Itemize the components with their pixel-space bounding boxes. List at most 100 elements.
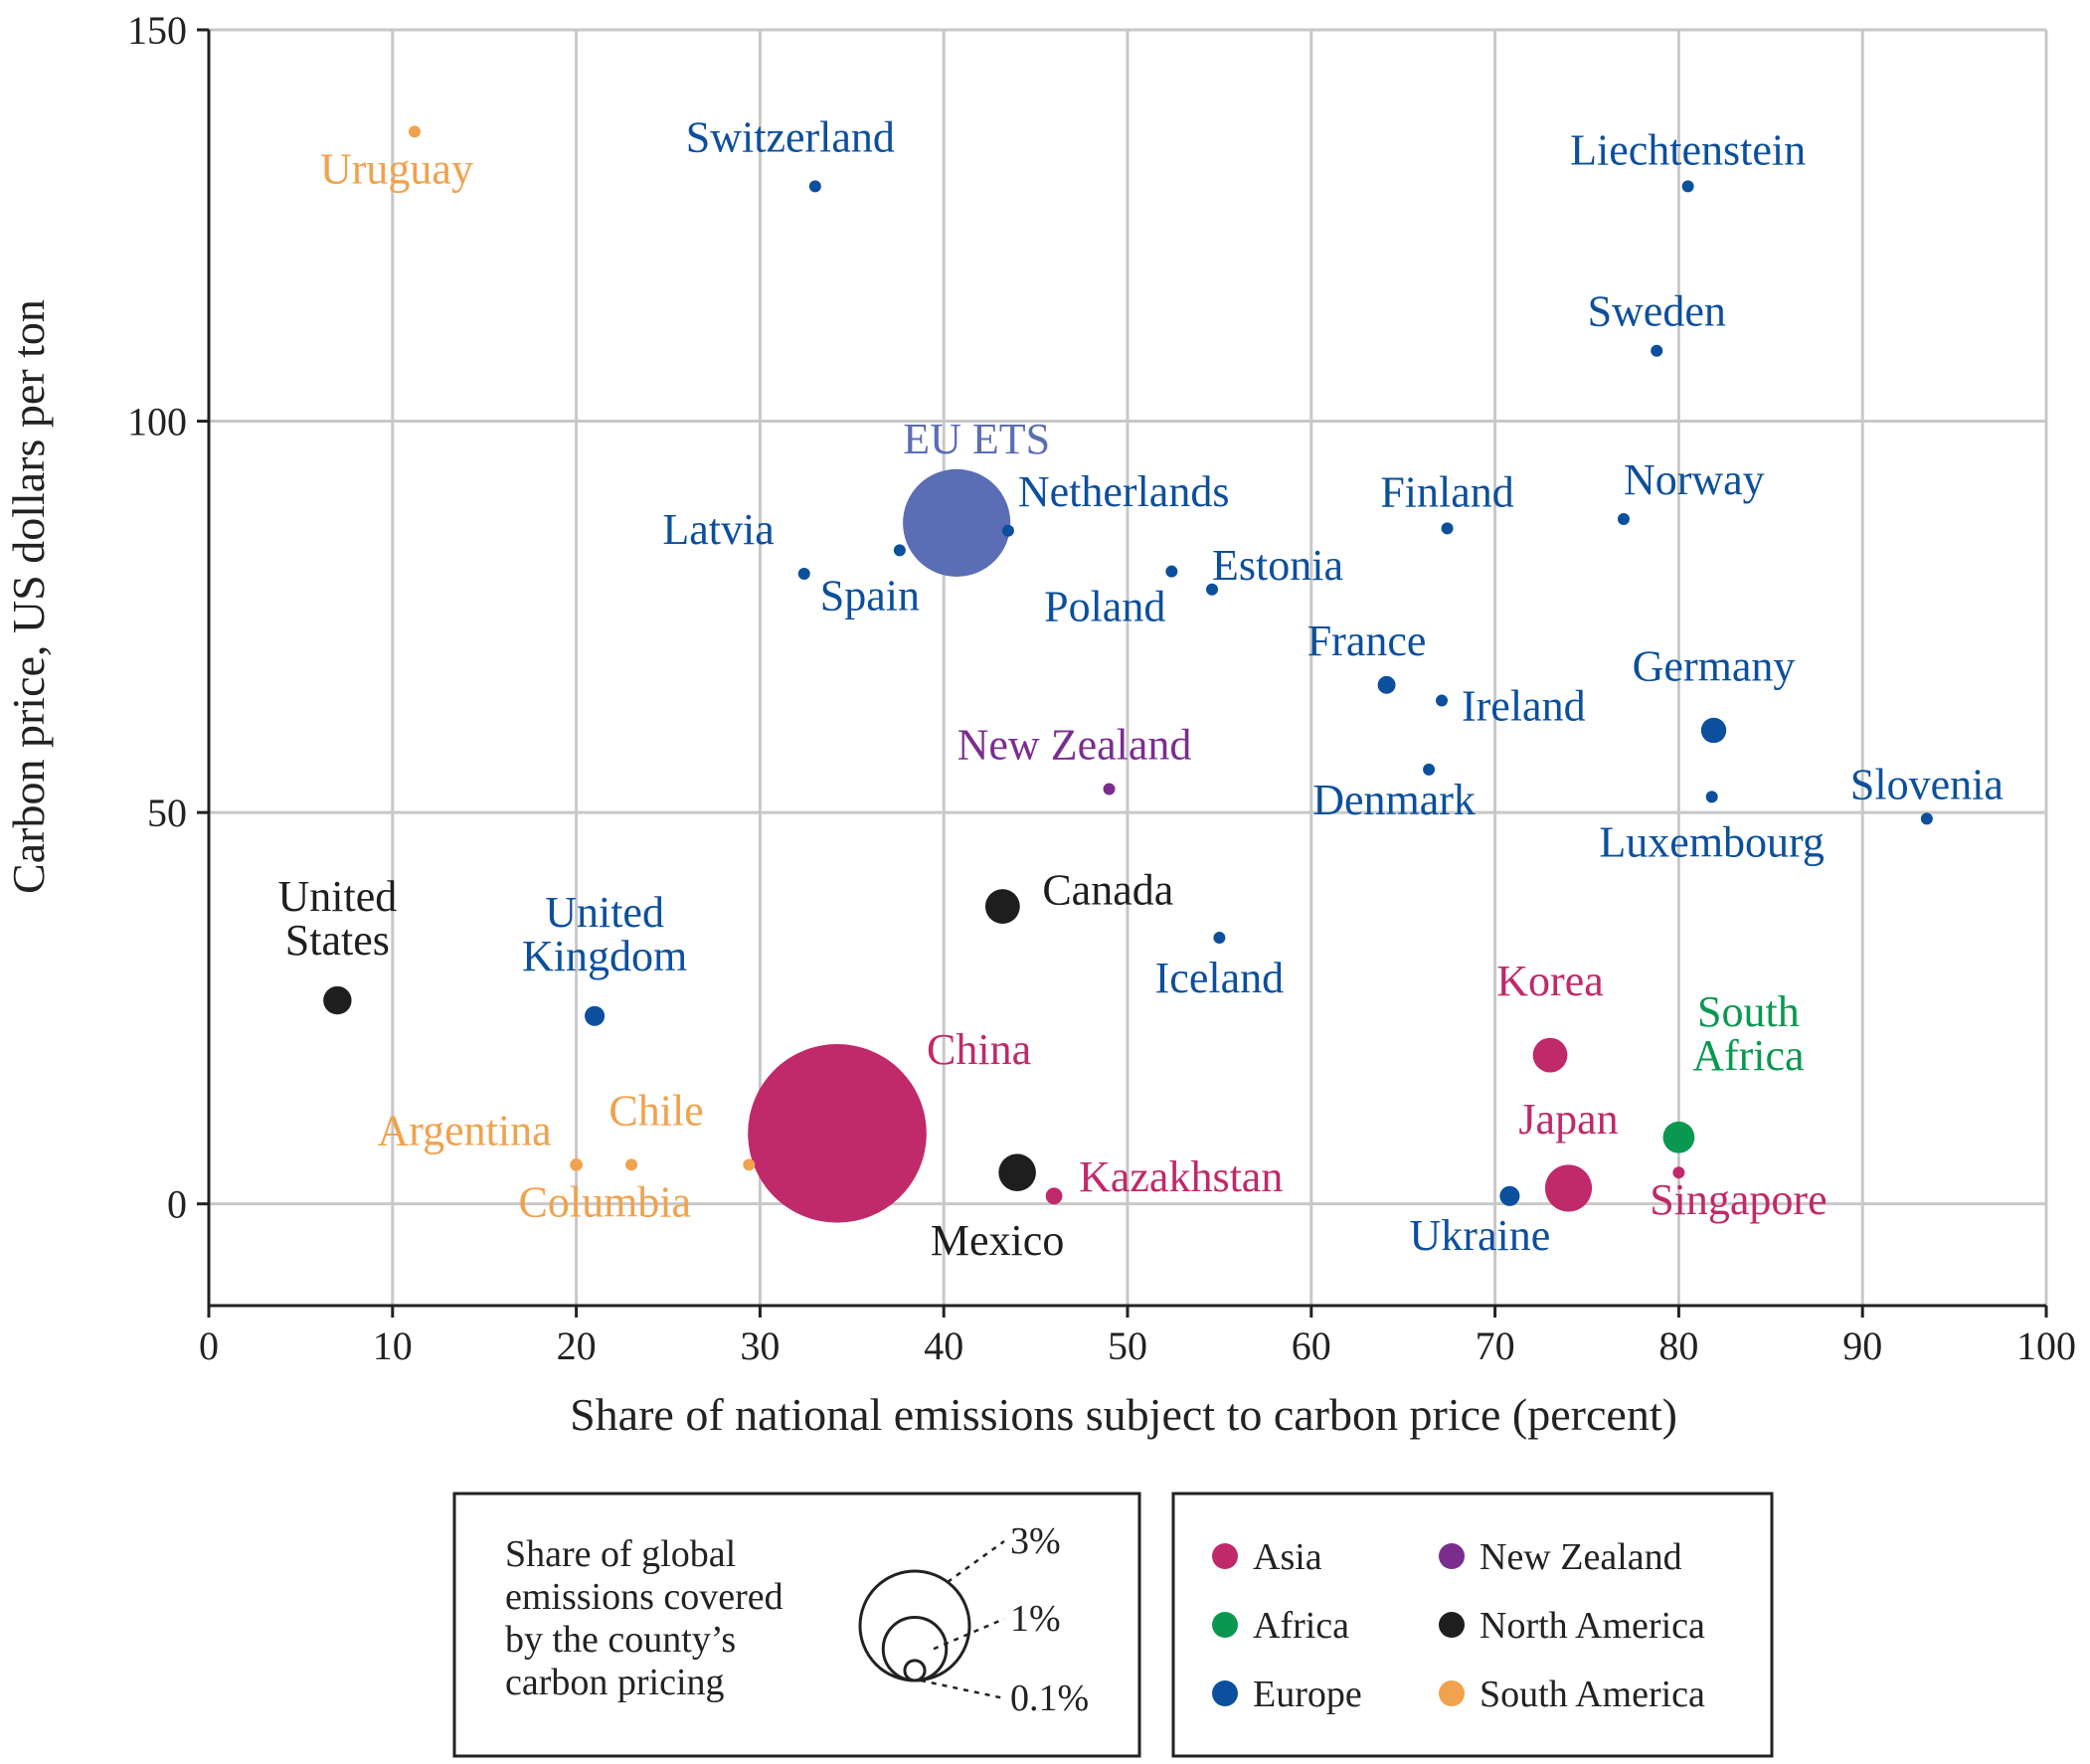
- label-estonia: Estonia: [1212, 541, 1343, 590]
- x-tick-label: 80: [1658, 1323, 1698, 1368]
- color-legend-label: Africa: [1253, 1605, 1349, 1647]
- point-canada: [984, 889, 1020, 924]
- color-legend-label: North America: [1480, 1605, 1705, 1647]
- point-germany: [1700, 717, 1727, 744]
- point-luxembourg: [1705, 791, 1718, 803]
- y-axis-title: Carbon price, US dollars per ton: [3, 299, 54, 894]
- point-ukraine: [1499, 1185, 1520, 1206]
- label-luxembourg: Luxembourg: [1599, 817, 1825, 866]
- point-kazakhstan: [1045, 1187, 1063, 1205]
- grid: [209, 28, 2048, 1306]
- label-south-africa: South Africa: [1692, 987, 1804, 1080]
- point-ireland: [1436, 694, 1449, 707]
- label-latvia: Latvia: [662, 505, 774, 554]
- y-tick-label: 0: [167, 1182, 187, 1227]
- x-tick-label: 0: [199, 1323, 219, 1368]
- point-finland: [1441, 522, 1454, 535]
- label-norway: Norway: [1624, 455, 1765, 504]
- point-united-states: [323, 985, 352, 1015]
- label-germany: Germany: [1633, 641, 1796, 690]
- x-tick-label: 50: [1108, 1323, 1147, 1368]
- label-mexico: Mexico: [931, 1216, 1064, 1265]
- point-singapore: [1672, 1166, 1685, 1179]
- point-japan: [1544, 1164, 1593, 1212]
- point-china: [748, 1044, 927, 1223]
- x-tick-label: 60: [1292, 1323, 1331, 1368]
- point-netherlands: [1001, 524, 1014, 537]
- point-united-kingdom: [585, 1005, 606, 1026]
- label-columbia: Columbia: [519, 1177, 692, 1226]
- size-legend-title-line: emissions covered: [505, 1576, 784, 1618]
- label-switzerland: Switzerland: [686, 112, 895, 161]
- size-legend-leader: [947, 1539, 1005, 1584]
- x-tick-label: 30: [740, 1323, 780, 1368]
- label-uruguay: Uruguay: [320, 144, 473, 193]
- color-legend-label: New Zealand: [1480, 1536, 1682, 1578]
- point-sweden: [1651, 344, 1663, 357]
- color-legend-swatch: [1439, 1680, 1465, 1706]
- color-legend-box: [1171, 1492, 1774, 1758]
- color-legend-swatch: [1212, 1543, 1238, 1569]
- label-ireland: Ireland: [1462, 682, 1586, 731]
- label-united-states: United States: [277, 872, 397, 965]
- x-tick-label: 20: [557, 1323, 597, 1368]
- point-korea: [1532, 1037, 1568, 1073]
- size-legend-title-line: by the county’s: [505, 1619, 736, 1661]
- point-france: [1377, 675, 1396, 694]
- color-legend-label: South America: [1480, 1674, 1705, 1715]
- label-argentina: Argentina: [377, 1106, 551, 1154]
- size-legend-title-line: carbon pricing: [505, 1662, 725, 1703]
- point-eu-ets: [903, 468, 1011, 577]
- size-legend-circle: [858, 1569, 971, 1682]
- x-axis-title: Share of national emissions subject to c…: [570, 1389, 1677, 1440]
- label-liechtenstein: Liechtenstein: [1570, 125, 1806, 174]
- color-legend-swatch: [1212, 1680, 1238, 1706]
- label-canada: Canada: [1042, 866, 1173, 915]
- point-mexico: [998, 1153, 1036, 1191]
- label-eu-ets: EU ETS: [903, 415, 1050, 463]
- point-argentina: [570, 1157, 583, 1171]
- label-spain: Spain: [820, 571, 920, 619]
- size-legend-leader: [920, 1678, 1005, 1700]
- size-legend-leader: [933, 1617, 1005, 1651]
- point-iceland: [1213, 932, 1226, 945]
- y-tick-label: 50: [147, 791, 187, 835]
- label-netherlands: Netherlands: [1018, 467, 1230, 516]
- point-labels: Uruguay Switzerland Liechtenstein Sweden EU …: [277, 112, 2003, 1265]
- x-tick-label: 100: [2016, 1323, 2076, 1368]
- size-legend-label: 3%: [1010, 1520, 1061, 1562]
- label-ukraine: Ukraine: [1410, 1211, 1551, 1260]
- point-liechtenstein: [1681, 180, 1694, 193]
- x-tick-label: 70: [1476, 1323, 1515, 1368]
- point-spain: [893, 544, 906, 557]
- point-slovenia: [1920, 812, 1933, 825]
- label-korea: Korea: [1496, 957, 1604, 1005]
- color-legend-swatch: [1212, 1612, 1238, 1638]
- point-estonia: [1206, 583, 1219, 596]
- x-tick-label: 90: [1842, 1323, 1882, 1368]
- point-denmark: [1423, 763, 1436, 776]
- x-tick-label: 40: [924, 1323, 963, 1368]
- point-columbia: [743, 1158, 756, 1171]
- label-finland: Finland: [1380, 467, 1513, 516]
- label-sweden: Sweden: [1588, 287, 1726, 336]
- label-china: China: [927, 1025, 1031, 1074]
- label-france: France: [1307, 617, 1427, 665]
- data-points: [323, 125, 1933, 1223]
- color-legend: Asia New Zealand Africa North America Europe…: [1171, 1492, 1774, 1758]
- axes: 0 10 20 30 40 50 60 70 80 90 100 0 50 100 150: [127, 8, 2076, 1368]
- point-uruguay: [408, 125, 421, 138]
- point-latvia: [797, 568, 810, 581]
- size-legend-title-line: Share of global: [505, 1533, 736, 1575]
- point-south-africa: [1662, 1121, 1695, 1153]
- x-tick-label: 10: [373, 1323, 413, 1368]
- label-iceland: Iceland: [1155, 954, 1284, 1002]
- color-legend-label: Europe: [1253, 1674, 1362, 1715]
- label-chile: Chile: [609, 1086, 703, 1135]
- point-poland: [1165, 565, 1178, 578]
- point-switzerland: [808, 180, 821, 193]
- label-denmark: Denmark: [1312, 776, 1476, 824]
- label-kazakhstan: Kazakhstan: [1079, 1152, 1283, 1201]
